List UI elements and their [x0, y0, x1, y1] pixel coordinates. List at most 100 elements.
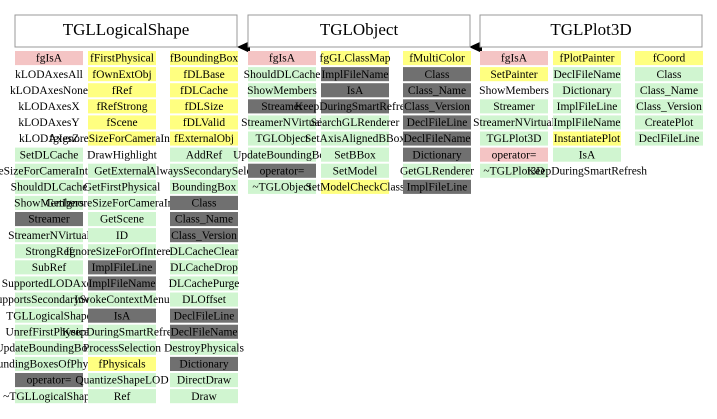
class-title-box — [14, 14, 238, 48]
member-label: Class — [425, 69, 450, 81]
member-cell — [553, 67, 621, 82]
member-label: Dictionary — [412, 149, 461, 161]
member-label: SupportsSecondarySelect — [0, 294, 109, 306]
member-cell — [170, 324, 238, 339]
member-cell — [553, 83, 621, 98]
member-cell — [88, 276, 156, 291]
member-cell — [321, 83, 389, 98]
member-label: ~TGLLogicalShape — [3, 391, 95, 403]
member-cell — [403, 131, 471, 146]
member-cell — [88, 67, 156, 82]
member-label: fgIsA — [269, 53, 296, 65]
member-label: kLODAxesAll — [15, 69, 83, 81]
member-cell — [88, 99, 156, 114]
member-cell — [170, 131, 238, 146]
member-label: UpdateBoundingBoxes — [0, 342, 103, 354]
member-cell — [403, 67, 471, 82]
member-label: IgnoreSizeForOfInterest — [66, 246, 179, 258]
member-cell — [170, 340, 238, 355]
member-label: ImplFileLine — [407, 181, 468, 193]
member-cell — [170, 83, 238, 98]
member-label: DLCacheClear — [170, 246, 239, 258]
member-label: DeclFileLine — [639, 133, 700, 145]
member-label: Ref — [114, 391, 131, 403]
member-cell — [248, 99, 316, 114]
arrow-head — [237, 41, 250, 53]
member-label: SearchGLRenderer — [311, 117, 400, 129]
member-cell — [321, 99, 389, 114]
member-label: SupportedLODAxes — [2, 278, 97, 290]
member-cell — [88, 308, 156, 323]
member-label: DLOffset — [182, 294, 227, 306]
member-label: SetModel — [333, 165, 378, 177]
member-label: SetPainter — [490, 69, 537, 81]
member-label: PreSizeForCameraInterest — [0, 165, 110, 177]
member-label: Class_Name — [175, 214, 233, 226]
member-label: fRefStrong — [96, 101, 147, 113]
member-label: Streamer — [28, 214, 70, 226]
member-cell — [15, 99, 83, 114]
member-cell — [170, 51, 238, 66]
member-cell — [170, 195, 238, 210]
member-label: ShowMembers — [247, 85, 317, 97]
member-cell — [88, 179, 156, 194]
member-cell — [170, 373, 238, 388]
member-cell — [170, 228, 238, 243]
member-cell — [403, 83, 471, 98]
member-cell — [248, 115, 316, 130]
inheritance-arrows — [237, 41, 482, 53]
member-cell — [635, 99, 703, 114]
member-label: DestroyPhysicals — [164, 342, 244, 354]
member-label: ShouldDLCache — [11, 181, 88, 193]
class-box: TGLObject fgIsA ShouldDLCache ShowMembers St… — [233, 14, 474, 194]
member-label: IsA — [579, 149, 596, 161]
member-label: DrawHighlight — [87, 149, 157, 161]
member-label: AddRef — [186, 149, 223, 161]
member-label: DLCacheDrop — [170, 262, 238, 274]
class-box: TGLPlot3D fgIsA SetPainter ShowMembers Strea… — [473, 14, 703, 178]
member-label: DeclFileName — [170, 326, 237, 338]
member-cell — [15, 147, 83, 162]
member-label: Class_Name — [640, 85, 698, 97]
member-label: ImplFileLine — [92, 262, 153, 274]
member-label: DeclFileLine — [407, 117, 468, 129]
member-label: fgIgnoreSizeForCameraInterest — [49, 133, 195, 145]
member-cell — [321, 147, 389, 162]
member-label: IsA — [114, 310, 131, 322]
member-label: KeepDuringSmartRefresh — [62, 326, 182, 338]
member-cell — [635, 115, 703, 130]
member-label: fExternalObj — [174, 133, 234, 145]
class-title-box — [247, 14, 471, 48]
member-cell — [480, 131, 548, 146]
member-cell — [403, 163, 471, 178]
member-cell — [88, 373, 156, 388]
member-label: DLCachePurge — [169, 278, 240, 290]
member-cell — [15, 244, 83, 259]
member-cell — [248, 163, 316, 178]
member-cell — [15, 212, 83, 227]
member-cell — [248, 131, 316, 146]
member-cell — [553, 147, 621, 162]
member-cell — [480, 147, 548, 162]
member-cell — [15, 195, 83, 210]
member-cell — [553, 115, 621, 130]
member-label: GetFirstPhysical — [84, 181, 161, 193]
member-cell — [480, 115, 548, 130]
member-cell — [15, 373, 83, 388]
member-label: DeclFileLine — [174, 310, 235, 322]
member-label: SetModelCheckClass — [305, 181, 405, 193]
member-label: operator= — [492, 149, 537, 161]
member-label: GetExternal — [94, 165, 150, 177]
class-title: TGLLogicalShape — [63, 20, 190, 39]
member-label: fCoord — [653, 53, 686, 65]
member-cell — [403, 115, 471, 130]
member-label: GetIgnoreSizeForCameraInterest — [46, 198, 199, 210]
member-label: SetDLCache — [20, 149, 79, 161]
member-cell — [321, 51, 389, 66]
member-cell — [248, 83, 316, 98]
member-label: ~TGLPlot3D — [483, 165, 544, 177]
member-label: ID — [116, 230, 128, 242]
member-cell — [15, 228, 83, 243]
member-cell — [88, 83, 156, 98]
member-cell — [15, 356, 83, 371]
